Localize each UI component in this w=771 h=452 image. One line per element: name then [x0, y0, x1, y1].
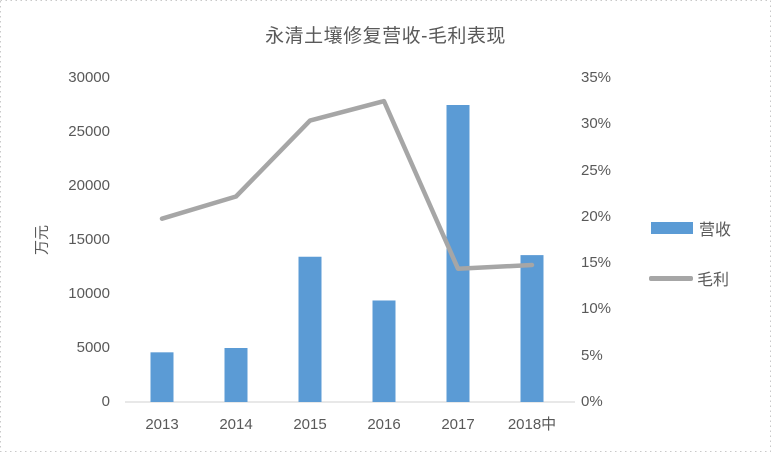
- right-axis-tick-20%: 20%: [581, 207, 612, 225]
- revenue-bar-2017[interactable]: [446, 105, 470, 402]
- left-axis-tick-20000: 20000: [68, 177, 110, 194]
- left-axis-tick-15000: 15000: [68, 231, 110, 248]
- revenue-bar-2018中[interactable]: [520, 255, 544, 402]
- x-axis-tick-2017: 2017: [441, 416, 475, 433]
- right-axis-tick-30%: 30%: [581, 115, 612, 133]
- chart-title: 永清土壤修复营收-毛利表现: [265, 26, 506, 47]
- left-axis-tick-0: 0: [101, 393, 110, 410]
- revenue-bar-2014[interactable]: [224, 348, 248, 402]
- x-axis-tick-2018中: 2018中: [507, 416, 557, 433]
- x-axis-tick-2016: 2016: [367, 416, 401, 433]
- left-axis-tick-30000: 30000: [68, 69, 110, 86]
- x-axis-tick-2014: 2014: [219, 416, 253, 433]
- left-axis-tick-25000: 25000: [68, 123, 110, 140]
- legend-label-margin: 毛利: [697, 272, 730, 289]
- right-axis-tick-10%: 10%: [581, 300, 612, 318]
- revenue-bar-2015[interactable]: [298, 256, 322, 402]
- x-axis-tick-2015: 2015: [293, 416, 327, 433]
- revenue-bar-swatch: [651, 222, 693, 234]
- right-axis-tick-15%: 15%: [581, 254, 612, 272]
- x-axis-tick-2013: 2013: [145, 416, 179, 433]
- revenue-bar-2013[interactable]: [150, 352, 174, 402]
- right-axis-tick-0%: 0%: [581, 393, 603, 410]
- legend-label-revenue: 营收: [699, 222, 732, 239]
- legend-item-revenue[interactable]: 营收: [651, 216, 731, 240]
- right-axis-tick-35%: 35%: [581, 69, 612, 86]
- margin-line-swatch: [649, 275, 693, 281]
- right-axis-tick-25%: 25%: [581, 161, 612, 179]
- left-axis-tick-10000: 10000: [68, 285, 110, 302]
- left-axis-tick-5000: 5000: [76, 339, 110, 356]
- right-axis-tick-5%: 5%: [581, 346, 603, 364]
- legend-item-margin[interactable]: 毛利: [649, 266, 729, 290]
- revenue-bar-2016[interactable]: [372, 300, 396, 402]
- margin-line[interactable]: [159, 98, 535, 271]
